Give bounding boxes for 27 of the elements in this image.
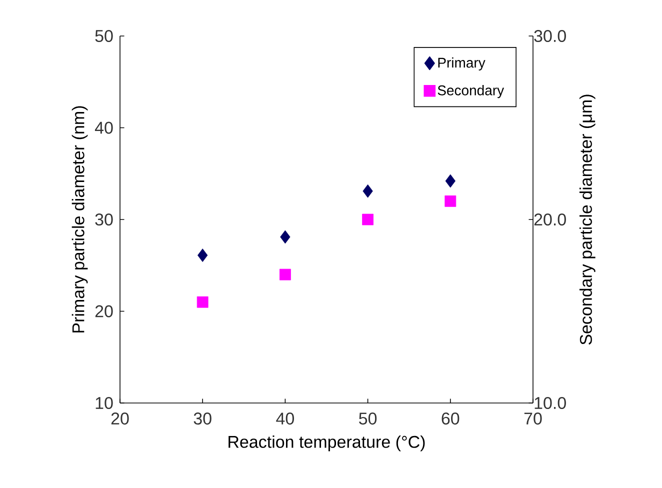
y-tick-label: 40 bbox=[94, 122, 113, 134]
y-tick-label: 50 bbox=[95, 30, 113, 42]
point bbox=[445, 174, 456, 188]
x-tick-label: 50 bbox=[359, 412, 377, 425]
legend-label: Primary bbox=[438, 57, 486, 70]
y-tick-label: 10 bbox=[96, 396, 113, 410]
point bbox=[280, 230, 290, 244]
point bbox=[362, 214, 374, 226]
y2-tick-label: 10.0 bbox=[534, 396, 566, 410]
point bbox=[444, 195, 456, 207]
point bbox=[198, 248, 208, 262]
y-axis-title: Primary particle diameter (nm) bbox=[72, 106, 88, 332]
y-tick-label: 20 bbox=[95, 305, 113, 318]
y2-tick-label: 20.0 bbox=[534, 213, 566, 226]
point bbox=[362, 184, 373, 198]
point bbox=[280, 268, 291, 280]
x-axis-title: Reaction temperature (°C) bbox=[228, 435, 425, 452]
x-tick-label: 20 bbox=[111, 412, 129, 425]
legend-label: Secondary bbox=[438, 85, 504, 98]
x-tick-label: 30 bbox=[194, 412, 212, 425]
y2-axis-title: Secondary particle diameter (μm) bbox=[579, 94, 596, 345]
x-tick-label: 60 bbox=[442, 412, 460, 425]
x-tick-label: 40 bbox=[276, 412, 294, 425]
x-tick-label: 70 bbox=[524, 412, 542, 425]
y2-tick-label: 30.0 bbox=[534, 30, 566, 42]
point bbox=[196, 296, 208, 308]
y-tick-label: 30 bbox=[95, 213, 113, 226]
